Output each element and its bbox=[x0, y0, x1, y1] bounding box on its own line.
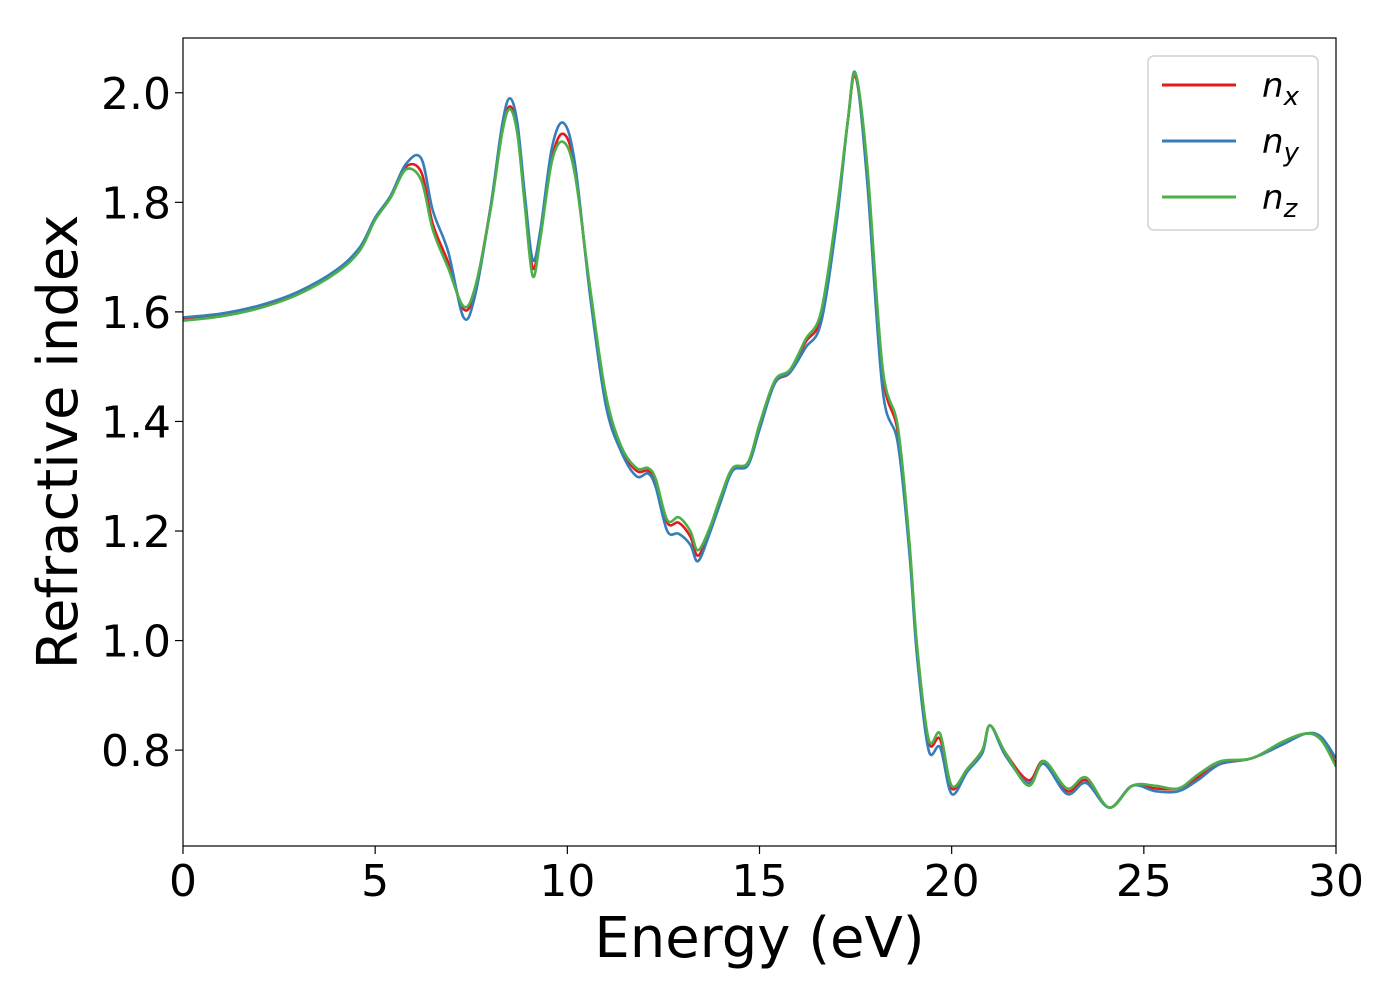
x-tick-label: 15 bbox=[732, 856, 788, 907]
y-tick-label: 1.2 bbox=[101, 507, 171, 558]
y-tick-label: 1.4 bbox=[101, 397, 171, 448]
y-axis-title: Refractive index bbox=[26, 215, 91, 670]
x-tick-label: 30 bbox=[1308, 856, 1364, 907]
x-tick-label: 0 bbox=[169, 856, 197, 907]
series-line-n-y bbox=[183, 70, 1336, 809]
legend-label-subscript: z bbox=[1283, 194, 1299, 224]
legend-label-subscript: x bbox=[1283, 82, 1300, 112]
x-tick-label: 5 bbox=[361, 856, 389, 907]
x-axis-title: Energy (eV) bbox=[594, 906, 924, 971]
series-line-n-z bbox=[183, 71, 1336, 809]
lines-layer bbox=[183, 70, 1336, 809]
legend-label-subscript: y bbox=[1283, 138, 1300, 168]
axes-layer: 0 5 10 15 20 25 30 0.8 1.0 1.2 1.4 1.6 1.8 2.0 bbox=[101, 37, 1364, 907]
y-tick-label: 1.6 bbox=[101, 288, 171, 339]
y-tick-label: 0.8 bbox=[101, 726, 171, 777]
x-tick-label: 10 bbox=[539, 856, 595, 907]
x-tick-label: 25 bbox=[1116, 856, 1172, 907]
x-tick-label: 20 bbox=[924, 856, 980, 907]
legend-box bbox=[1147, 55, 1319, 231]
y-tick-label: 1.0 bbox=[101, 617, 171, 668]
y-tick-label: 1.8 bbox=[101, 178, 171, 229]
y-tick-label: 2.0 bbox=[101, 69, 171, 120]
